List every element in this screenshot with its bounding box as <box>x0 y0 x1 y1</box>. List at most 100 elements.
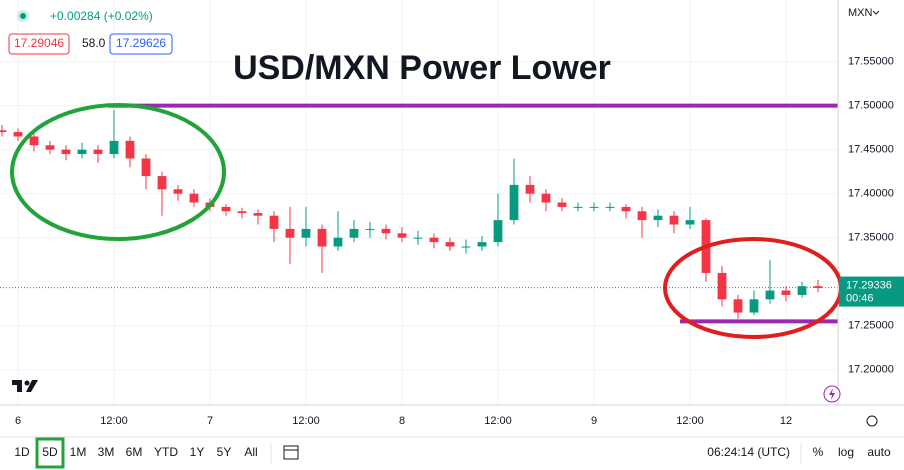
logo-part <box>24 380 30 386</box>
ask-box[interactable] <box>109 33 173 55</box>
settings-icon[interactable] <box>866 415 878 427</box>
candle-body <box>285 228 295 238</box>
candle-body <box>589 206 599 208</box>
candle-body <box>13 132 23 137</box>
range-button[interactable]: 5D <box>42 445 58 459</box>
candle-body <box>349 228 359 238</box>
candle-body <box>333 237 343 247</box>
range-button[interactable]: YTD <box>154 445 178 459</box>
x-tick-label: 6 <box>15 415 21 427</box>
chart-title: USD/MXN Power Lower <box>233 49 611 87</box>
candle-body <box>0 130 7 133</box>
candle-body <box>29 136 39 146</box>
candle-body <box>733 299 743 313</box>
candle-body <box>253 213 263 216</box>
y-tick-label: 17.55000 <box>848 56 894 68</box>
candle-body <box>509 184 519 221</box>
candle-body <box>477 242 487 247</box>
candle-body <box>141 158 151 177</box>
y-tick-label: 17.35000 <box>848 232 894 244</box>
calendar-icon[interactable] <box>283 445 299 460</box>
candle-body <box>717 272 727 300</box>
tv-logo <box>12 380 38 392</box>
active-range <box>35 437 65 469</box>
x-tick-label: 12:00 <box>100 415 128 427</box>
range-button[interactable]: All <box>244 445 257 459</box>
bid-box[interactable] <box>8 33 70 55</box>
candle-body <box>365 228 375 230</box>
range-button[interactable]: 5Y <box>217 445 232 459</box>
currency: MXN <box>848 7 873 19</box>
currency-caret <box>872 10 880 15</box>
y-tick-label: 17.50000 <box>848 100 894 112</box>
y-tick-label: 17.45000 <box>848 144 894 156</box>
candle-body <box>157 176 167 190</box>
candle-body <box>397 233 407 238</box>
alert-bolt <box>829 388 835 400</box>
highlight-ellipse <box>10 103 226 241</box>
x-tick-label: 12 <box>780 415 792 427</box>
candle-body <box>317 228 327 247</box>
candle-body <box>173 189 183 194</box>
range-button[interactable]: 1Y <box>190 445 205 459</box>
toolbar: 1D 5D 1M 3M 6M YTD 1Y 5Y All 06:24:14 (UTC)% log au… <box>14 437 891 469</box>
candle-body <box>653 215 663 221</box>
candle-body <box>301 228 311 238</box>
x-tick-label: 7 <box>207 415 213 427</box>
status-dot <box>20 13 26 19</box>
candle-body <box>445 242 455 247</box>
candle-body <box>45 145 55 150</box>
candle-body <box>269 215 279 229</box>
x-tick-label: 12:00 <box>484 415 512 427</box>
x-tick-label: 12:00 <box>676 415 704 427</box>
candle-body <box>573 206 583 208</box>
candle-body <box>461 246 471 248</box>
candle-body <box>669 215 679 225</box>
y-tick-label: 17.40000 <box>848 188 894 200</box>
x-tick-label: 8 <box>399 415 405 427</box>
range-button[interactable]: 6M <box>126 445 143 459</box>
range-button[interactable]: 1D <box>14 445 30 459</box>
candle-body <box>749 299 759 313</box>
candle-body <box>525 184 535 194</box>
candle-body <box>381 228 391 234</box>
candle-body <box>765 290 775 300</box>
countdown: 00:46 <box>846 292 874 304</box>
candle-body <box>77 149 87 155</box>
range-button[interactable]: 3M <box>98 445 115 459</box>
clock: 06:24:14 (UTC) <box>707 445 790 459</box>
logo-part <box>26 380 38 392</box>
candle-body <box>93 149 103 155</box>
candle-body <box>493 220 503 243</box>
bid: 17.29046 <box>14 36 64 50</box>
option-button[interactable]: auto <box>867 445 891 459</box>
calendar-frame <box>283 445 299 460</box>
logo-part <box>12 380 22 392</box>
candle-body <box>189 193 199 203</box>
range-button[interactable]: 1M <box>70 445 87 459</box>
x-tick-label: 9 <box>591 415 597 427</box>
candle-body <box>237 211 247 214</box>
y-tick-label: 17.20000 <box>848 364 894 376</box>
ask: 17.29626 <box>116 36 166 50</box>
candle-body <box>429 237 439 243</box>
candle-body <box>781 290 791 295</box>
x-tick-label: 12:00 <box>292 415 320 427</box>
spread: 58.0 <box>82 36 106 50</box>
candle-body <box>557 202 567 207</box>
candle-body <box>813 286 823 288</box>
candle-body <box>637 211 647 221</box>
last-price-label: 17.29336 <box>846 279 892 291</box>
y-tick-label: 17.25000 <box>848 320 894 332</box>
candle-body <box>125 140 135 159</box>
candle-body <box>221 206 231 212</box>
candle-body <box>685 220 695 225</box>
option-button[interactable]: % <box>813 445 824 459</box>
last-price-box <box>839 276 904 307</box>
candle-body <box>797 286 807 295</box>
change-label: +0.00284 (+0.02%) <box>50 9 153 23</box>
candle-body <box>109 140 119 155</box>
option-button[interactable]: log <box>838 445 854 459</box>
